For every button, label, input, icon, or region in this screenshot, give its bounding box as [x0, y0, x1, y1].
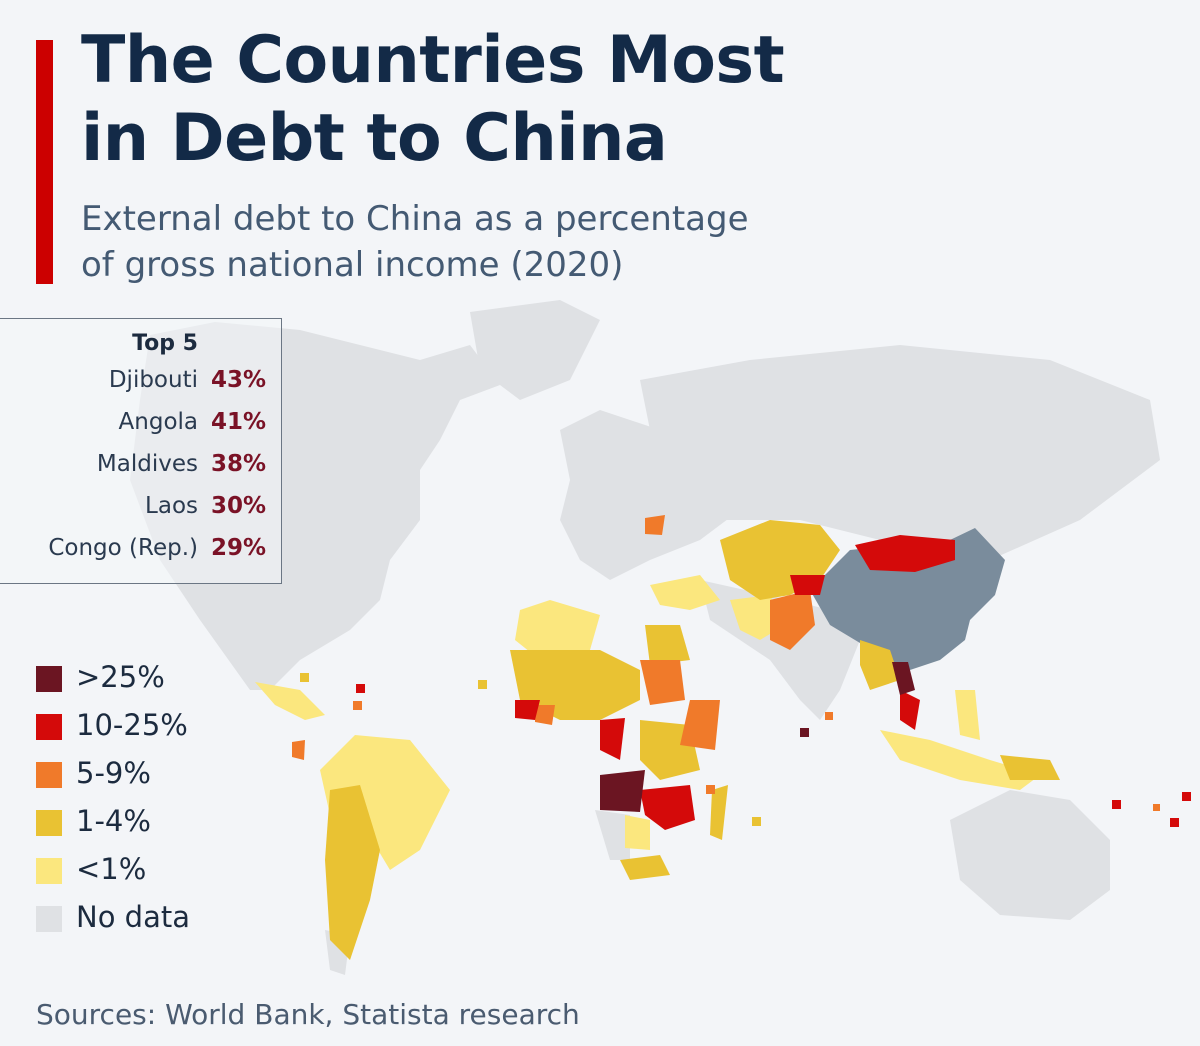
top5-country: Angola — [118, 409, 198, 435]
legend-item: >25% — [36, 660, 276, 700]
legend-swatch — [36, 714, 62, 740]
legend-item: 1-4% — [36, 804, 276, 844]
legend-label: <1% — [76, 852, 147, 886]
title-line-2: in Debt to China — [81, 101, 668, 176]
island-markers — [300, 673, 1160, 826]
legend-label: 1-4% — [76, 804, 151, 838]
under-1-regions — [255, 575, 1040, 870]
top5-country: Maldives — [96, 451, 198, 477]
top5-panel: Top 5 Djibouti 43% Angola 41% Maldives 3… — [0, 318, 282, 584]
page-subtitle: External debt to China as a percentage o… — [81, 196, 749, 288]
legend-swatch — [36, 858, 62, 884]
legend-swatch — [36, 906, 62, 932]
over-25-regions — [600, 662, 915, 812]
china-region — [810, 528, 1005, 670]
top5-row: Maldives 38% — [0, 451, 282, 487]
legend-swatch — [36, 666, 62, 692]
legend-item: <1% — [36, 852, 276, 892]
top5-row: Djibouti 43% — [0, 367, 282, 403]
legend-label: 5-9% — [76, 756, 151, 790]
top5-country: Laos — [145, 493, 198, 519]
subtitle-line-1: External debt to China as a percentage — [81, 199, 749, 239]
top5-row: Congo (Rep.) 29% — [0, 535, 282, 571]
subtitle-line-2: of gross national income (2020) — [81, 245, 624, 285]
top5-value: 38% — [211, 451, 267, 477]
top5-value: 30% — [211, 493, 267, 519]
top5-value: 29% — [211, 535, 267, 561]
top5-value: 41% — [211, 409, 267, 435]
accent-bar — [36, 40, 53, 284]
legend-label: 10-25% — [76, 708, 188, 742]
legend-item: 5-9% — [36, 756, 276, 796]
range-10-25-regions — [356, 535, 1191, 830]
legend-item: 10-25% — [36, 708, 276, 748]
source-note: Sources: World Bank, Statista research — [36, 998, 580, 1031]
top5-country: Djibouti — [108, 367, 198, 393]
legend-label: >25% — [76, 660, 165, 694]
top5-value: 43% — [211, 367, 267, 393]
legend-swatch — [36, 810, 62, 836]
title-line-1: The Countries Most — [81, 23, 785, 98]
top5-row: Laos 30% — [0, 493, 282, 529]
page-title: The Countries Most in Debt to China — [81, 22, 785, 178]
legend-label: No data — [76, 900, 190, 934]
legend-item: No data — [36, 900, 276, 940]
top5-heading: Top 5 — [132, 331, 198, 356]
range-5-9-regions — [292, 515, 815, 760]
top5-row: Angola 41% — [0, 409, 282, 445]
legend-swatch — [36, 762, 62, 788]
top5-country: Congo (Rep.) — [48, 535, 198, 561]
